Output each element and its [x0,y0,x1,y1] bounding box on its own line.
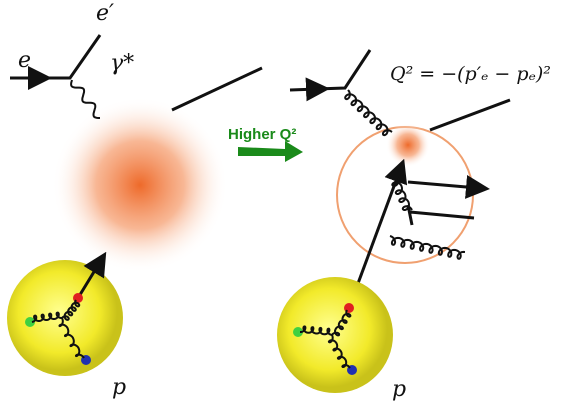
label: p [392,377,406,402]
blob [386,123,430,167]
quark-out [430,100,510,130]
formula: Q² = −(p′ₑ − pₑ)² [390,63,551,85]
arrow [238,141,303,162]
label: p [112,375,126,400]
label: e [18,48,31,73]
electron-out [316,50,370,89]
quark-out [172,68,262,110]
electron-out [38,35,100,78]
diagram: e e′ γ* p Higher Q² Q² = −(p′ₑ − pₑ)² p [0,0,581,411]
arrow-label: Higher Q² [228,126,296,143]
label: e′ [96,1,114,26]
blob [52,97,228,273]
quark-line [408,182,478,188]
label: γ* [110,51,134,76]
electron-in [290,89,318,90]
quark-line [408,205,474,225]
photon [345,90,392,135]
gluon [390,236,465,259]
